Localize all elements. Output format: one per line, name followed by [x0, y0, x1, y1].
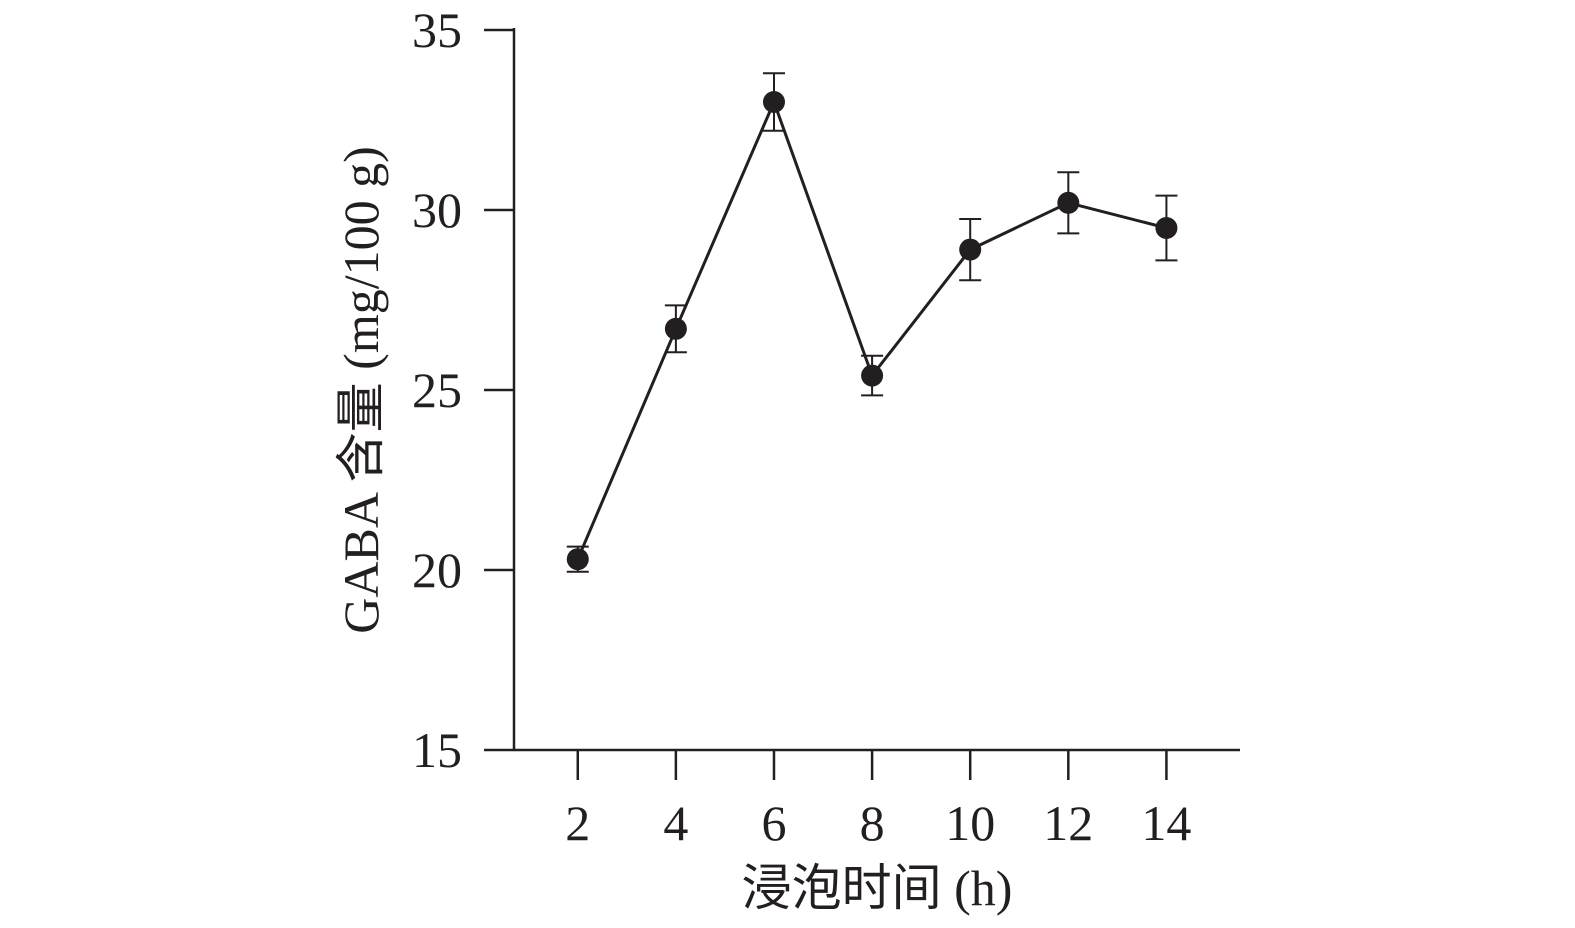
x-tick-label: 2 — [565, 795, 590, 851]
y-tick-label: 25 — [412, 362, 462, 418]
x-tick-label: 14 — [1141, 795, 1191, 851]
y-tick-label: 30 — [412, 182, 462, 238]
y-axis-ticks: 15 20 25 30 35 — [412, 2, 514, 778]
data-point — [566, 548, 589, 571]
data-point — [1155, 217, 1178, 239]
x-tick-label: 8 — [860, 795, 885, 851]
data-point — [959, 238, 982, 261]
y-tick-label: 15 — [412, 722, 462, 778]
data-point — [762, 91, 785, 113]
data-point — [861, 364, 884, 387]
x-tick-label: 12 — [1043, 795, 1093, 851]
y-axis-title: GABA 含量 (mg/100 g) — [333, 146, 389, 634]
series-layer — [566, 72, 1178, 573]
x-tick-label: 6 — [761, 795, 786, 851]
x-axis-ticks: 2 4 6 8 10 12 14 — [565, 750, 1191, 851]
data-point — [664, 317, 687, 340]
y-tick-label: 35 — [412, 2, 462, 58]
y-tick-label: 20 — [412, 542, 462, 598]
x-axis-title: 浸泡时间 (h) — [742, 860, 1013, 916]
x-tick-label: 4 — [663, 795, 688, 851]
data-point — [1057, 191, 1080, 214]
x-tick-label: 10 — [945, 795, 995, 851]
axes — [512, 28, 1240, 752]
